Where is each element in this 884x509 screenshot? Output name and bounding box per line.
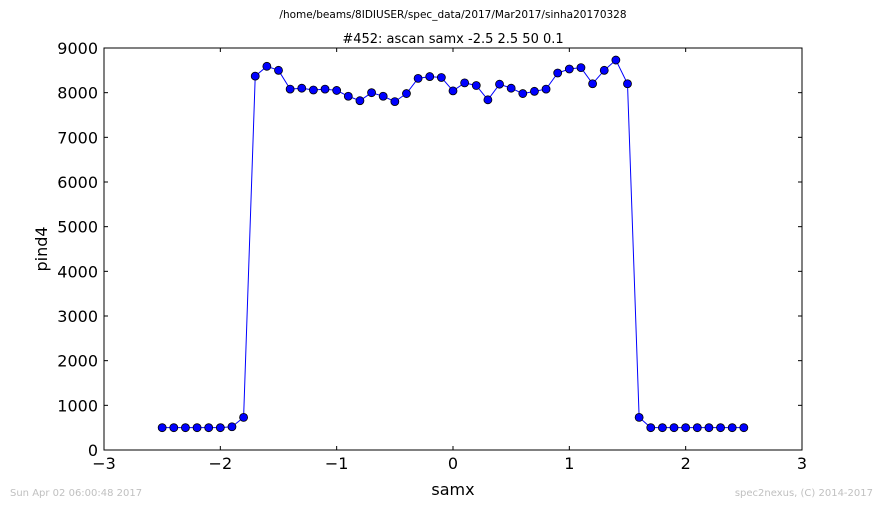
y-tick-label: 5000	[57, 218, 98, 237]
y-tick-label: 4000	[57, 262, 98, 281]
data-point	[390, 97, 400, 106]
data-point	[623, 79, 632, 89]
data-point	[599, 65, 609, 75]
plot-frame	[103, 47, 803, 451]
data-point	[681, 423, 691, 433]
data-point	[588, 79, 597, 89]
data-point	[727, 423, 737, 433]
y-tick-label: 3000	[57, 307, 98, 326]
x-tick-label: −1	[325, 454, 349, 473]
data-point	[530, 86, 539, 96]
x-tick-labels: −3 −2 −1 0 1 2 3	[92, 454, 807, 473]
y-tick-labels: 0 1000 2000 3000 4000 5000 6000 7000 8000 9000	[57, 39, 98, 460]
data-point	[413, 73, 423, 83]
data-point	[239, 412, 249, 422]
data-point	[506, 83, 516, 93]
y-tick-label: 2000	[57, 352, 98, 371]
data-point	[204, 423, 214, 433]
data-point	[262, 61, 272, 71]
data-point	[576, 63, 586, 73]
x-tick-label: 3	[797, 454, 807, 473]
data-point	[460, 78, 470, 88]
data-point	[297, 83, 307, 93]
y-tick-label: 6000	[57, 173, 98, 192]
page-title: /home/beams/8IDIUSER/spec_data/2017/Mar2…	[279, 9, 627, 21]
data-point	[227, 422, 237, 432]
data-point	[332, 86, 342, 95]
data-point	[192, 423, 202, 433]
data-point	[436, 73, 446, 82]
data-point	[692, 423, 702, 433]
data-point	[646, 423, 656, 433]
data-point	[564, 64, 574, 74]
x-tick-label: 1	[564, 454, 574, 473]
data-point	[274, 65, 283, 75]
data-point	[669, 423, 679, 433]
data-point	[716, 423, 725, 433]
data-point	[541, 84, 551, 94]
data-point	[250, 71, 260, 81]
data-point	[739, 423, 749, 433]
data-point	[402, 89, 411, 98]
x-tick-label: −3	[92, 454, 116, 473]
data-point	[611, 55, 621, 65]
x-tick-label: 2	[681, 454, 691, 473]
y-tick-label: 1000	[57, 396, 98, 415]
y-axis-label: pind4	[32, 226, 51, 271]
data-point	[553, 68, 563, 78]
data-point	[471, 81, 481, 90]
timestamp: Sun Apr 02 06:00:48 2017	[10, 488, 143, 499]
y-tick-label: 0	[88, 441, 98, 460]
data-point	[355, 96, 365, 106]
data-point	[495, 79, 504, 89]
data-point	[483, 95, 493, 105]
y-tick-label: 7000	[57, 128, 98, 147]
data-point	[658, 423, 667, 433]
data-point	[425, 72, 435, 81]
data-point	[704, 423, 714, 433]
x-axis-label: samx	[431, 480, 474, 499]
data-point	[320, 84, 330, 94]
copyright: spec2nexus, (C) 2014-2017	[734, 488, 873, 499]
axis-ticks	[103, 47, 803, 451]
data-point	[378, 91, 388, 101]
data-point	[634, 412, 644, 422]
data-point	[367, 88, 376, 98]
data-point	[215, 423, 225, 433]
data-point	[448, 86, 458, 96]
y-tick-label: 9000	[57, 39, 98, 58]
data-point	[285, 84, 295, 94]
data-point	[157, 423, 167, 433]
data-point	[343, 91, 353, 101]
series-line	[162, 59, 744, 429]
data-point	[518, 89, 528, 98]
data-point	[169, 423, 179, 433]
y-tick-label: 8000	[57, 84, 98, 103]
x-tick-label: 0	[448, 454, 458, 473]
series-layer	[157, 55, 749, 433]
chart-title: #452: ascan samx -2.5 2.5 50 0.1	[342, 32, 563, 47]
data-point	[181, 423, 190, 433]
data-point	[308, 85, 318, 95]
x-tick-label: −2	[209, 454, 233, 473]
